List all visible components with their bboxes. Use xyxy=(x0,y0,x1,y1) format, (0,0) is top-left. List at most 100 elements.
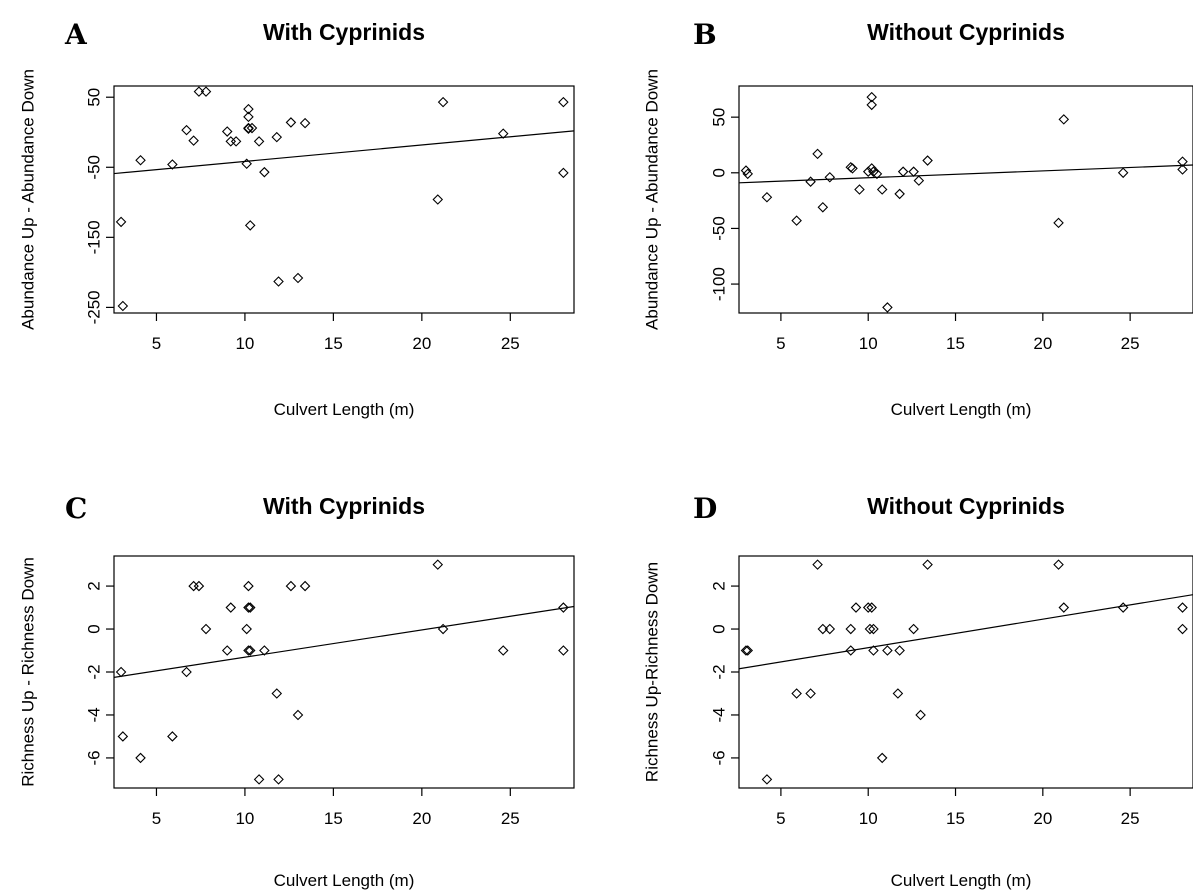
x-tick-label: 15 xyxy=(324,809,343,828)
y-axis-label: Richness Up - Richness Down xyxy=(19,557,38,787)
panel-title: With Cyprinids xyxy=(263,19,425,45)
panel-title: Without Cyprinids xyxy=(867,493,1065,519)
data-point xyxy=(1117,167,1129,179)
x-tick-label: 25 xyxy=(501,334,520,353)
data-point xyxy=(437,96,449,108)
data-point xyxy=(200,623,212,635)
data-point xyxy=(259,166,270,178)
data-point xyxy=(866,99,877,111)
data-point xyxy=(812,559,823,570)
x-tick-label: 20 xyxy=(1033,809,1052,828)
data-point xyxy=(299,580,311,592)
plot-area xyxy=(114,86,574,312)
x-tick-label: 15 xyxy=(324,334,343,353)
data-point xyxy=(817,623,829,635)
data-point xyxy=(805,176,816,187)
data-point xyxy=(864,623,876,635)
plot-frame xyxy=(738,85,1193,314)
panel-a: A With Cyprinids 5 10 15 20 25 50 -50 -150 -250 Cul… xyxy=(19,18,575,419)
plot-area xyxy=(739,91,1193,313)
data-point xyxy=(188,135,199,146)
y-tick-label: -6 xyxy=(710,750,729,765)
data-point xyxy=(894,645,905,656)
y-tick-label: -6 xyxy=(85,750,104,765)
data-point xyxy=(292,709,304,721)
data-point xyxy=(1177,156,1188,167)
y-tick-label: 50 xyxy=(85,88,104,107)
trend-line xyxy=(739,164,1193,184)
data-point xyxy=(273,276,284,287)
data-point xyxy=(876,184,888,195)
data-point xyxy=(299,117,311,129)
y-axis-label: Abundance Up - Abundance Down xyxy=(19,69,38,330)
data-point xyxy=(497,128,509,139)
data-point xyxy=(497,645,509,656)
data-point xyxy=(558,96,569,108)
data-point xyxy=(285,580,297,592)
x-tick-label: 10 xyxy=(859,809,878,828)
data-point xyxy=(1053,217,1064,229)
x-tick-label: 15 xyxy=(946,809,965,828)
data-point xyxy=(866,163,877,174)
data-point xyxy=(740,165,752,176)
x-tick-label: 10 xyxy=(235,809,254,828)
y-tick-label: -4 xyxy=(85,707,104,722)
data-point xyxy=(135,752,146,764)
data-point xyxy=(894,188,905,200)
panel-title: With Cyprinids xyxy=(263,493,425,519)
y-tick-label: -50 xyxy=(85,155,104,180)
y-tick-label: 0 xyxy=(710,168,729,177)
data-point xyxy=(908,166,919,177)
y-tick-label: -100 xyxy=(710,267,729,301)
data-point xyxy=(193,580,205,592)
data-point xyxy=(437,623,449,635)
data-point xyxy=(243,602,254,613)
data-point xyxy=(558,602,569,613)
data-point xyxy=(243,111,254,123)
y-tick-label: -2 xyxy=(85,664,104,679)
data-point xyxy=(221,126,233,137)
data-point xyxy=(193,86,205,97)
data-point xyxy=(1177,623,1188,635)
data-point xyxy=(892,688,904,699)
data-point xyxy=(871,168,883,180)
y-tick-label: 0 xyxy=(710,624,729,633)
data-point xyxy=(1117,602,1129,613)
data-point xyxy=(1058,602,1070,613)
x-tick-label: 5 xyxy=(152,809,161,828)
data-point xyxy=(740,645,752,656)
data-point xyxy=(866,602,877,613)
trend-line xyxy=(114,605,574,678)
x-axis-label: Culvert Length (m) xyxy=(274,400,415,419)
data-point xyxy=(117,731,129,742)
data-point xyxy=(868,623,879,635)
data-point xyxy=(253,136,265,147)
data-point xyxy=(1058,114,1070,125)
y-tick-label: -4 xyxy=(710,707,729,722)
trend-line xyxy=(114,130,574,175)
y-tick-label: 2 xyxy=(85,581,104,590)
data-point xyxy=(791,688,802,699)
data-point xyxy=(115,666,127,678)
data-point xyxy=(271,688,283,699)
data-point xyxy=(850,602,862,613)
data-point xyxy=(241,158,252,170)
x-axis-label: Culvert Length (m) xyxy=(891,400,1032,419)
data-point xyxy=(824,623,836,635)
data-point xyxy=(897,166,909,177)
data-point xyxy=(812,148,823,160)
data-point xyxy=(1177,602,1188,613)
data-point xyxy=(791,215,802,226)
data-point xyxy=(230,136,242,147)
plot-area xyxy=(739,559,1193,785)
data-point xyxy=(1177,164,1188,175)
data-point xyxy=(181,666,192,678)
data-point xyxy=(135,154,146,166)
y-tick-label: 2 xyxy=(710,581,729,590)
data-point xyxy=(244,220,256,231)
data-point xyxy=(558,167,569,179)
x-tick-label: 25 xyxy=(1121,809,1140,828)
panel-title: Without Cyprinids xyxy=(867,19,1065,45)
